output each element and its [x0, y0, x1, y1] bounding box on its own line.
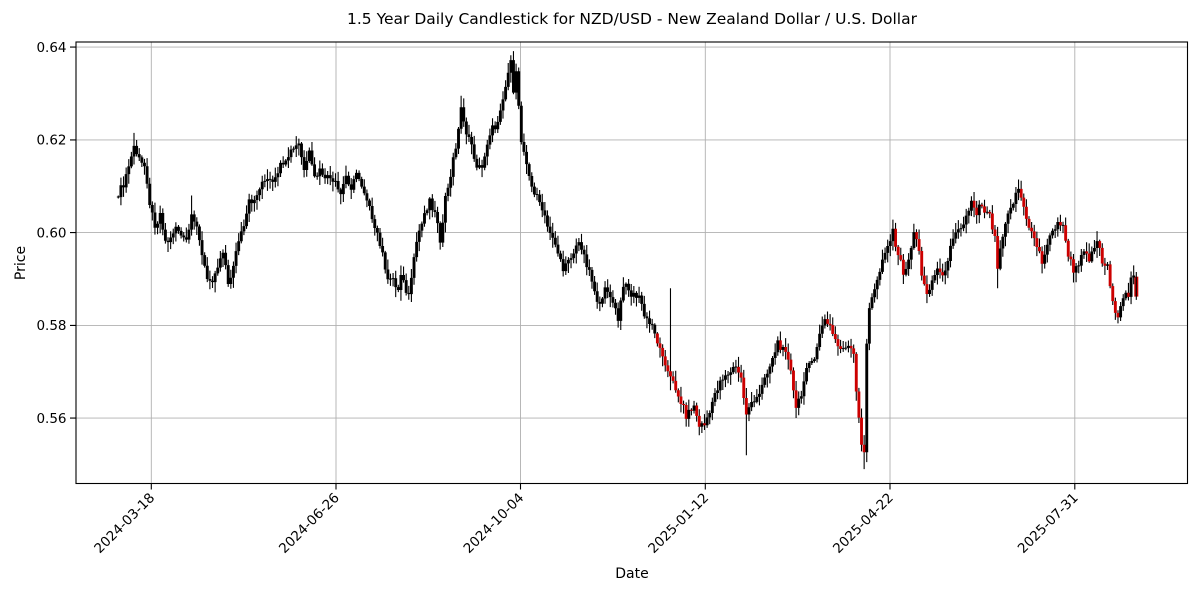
x-tick-label: 2024-03-18 [91, 490, 158, 557]
candle-wicks [117, 51, 1137, 470]
candle-bodies-up [116, 60, 1136, 453]
x-tick-label: 2024-06-26 [276, 490, 343, 557]
candle-bodies-down [655, 188, 1130, 453]
tick-marks [70, 46, 1076, 490]
y-tick-label: 0.62 [36, 133, 66, 149]
x-tick-label: 2024-10-04 [461, 490, 528, 557]
x-tick-label: 2025-07-31 [1015, 490, 1082, 557]
chart-title: 1.5 Year Daily Candlestick for NZD/USD -… [347, 10, 917, 28]
y-tick-label: 0.56 [36, 411, 66, 427]
y-tick-label: 0.64 [36, 40, 66, 56]
x-tick-label: 2025-01-12 [645, 490, 712, 557]
gridlines [76, 42, 1188, 484]
plot-border [75, 41, 1189, 485]
y-tick-label: 0.58 [36, 318, 66, 334]
x-axis-label: Date [615, 566, 649, 582]
x-tick-label: 2025-04-22 [830, 490, 897, 557]
y-tick-label: 0.60 [36, 225, 66, 241]
